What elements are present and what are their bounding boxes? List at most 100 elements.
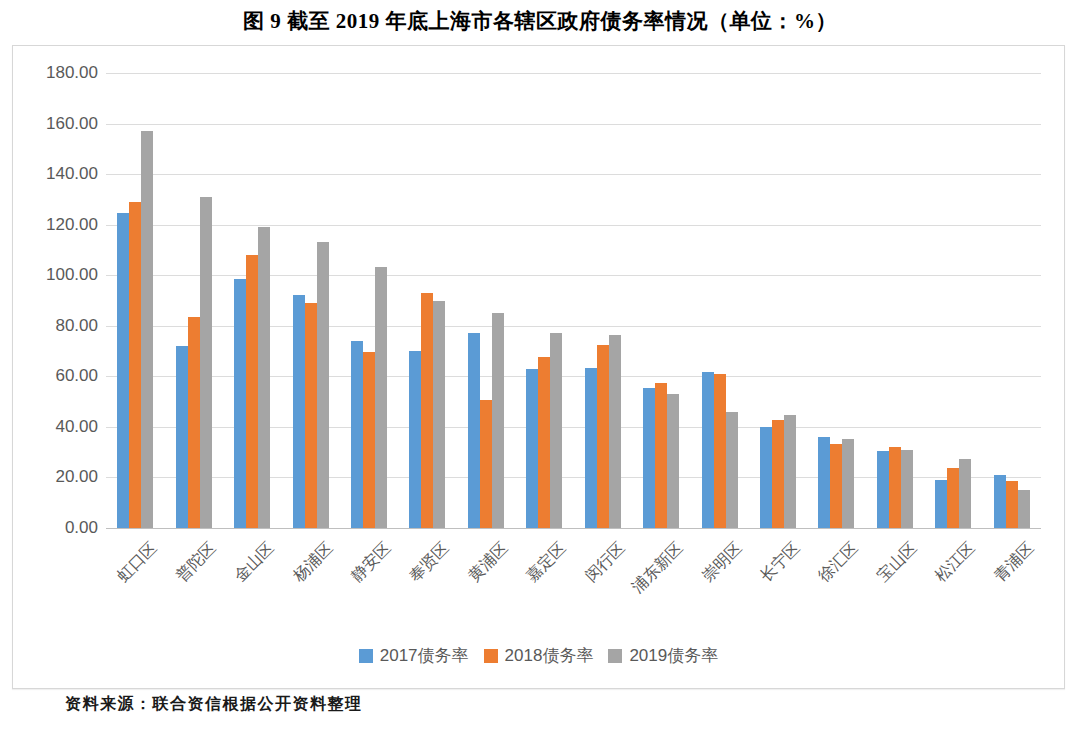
bar [433,301,445,529]
gridline [106,73,1041,74]
chart-legend: 2017债务率 2018债务率 2019债务率 [13,644,1064,667]
bar [994,475,1006,528]
x-axis-category-label: 崇明区 [698,538,747,587]
legend-label: 2019债务率 [629,644,718,667]
bar [889,447,901,528]
bar [141,131,153,528]
legend-swatch [484,649,498,663]
gridline [106,174,1041,175]
x-axis-category-label: 金山区 [230,538,279,587]
bar [117,213,129,528]
bar [959,459,971,528]
y-axis-tick-label: 180.00 [18,63,98,83]
y-axis-tick-label: 80.00 [18,316,98,336]
bar-group-徐汇区 [818,437,854,528]
bar-group-金山区 [234,227,270,528]
bar-group-青浦区 [994,475,1030,528]
bar [550,333,562,528]
legend-item: 2017债务率 [359,644,469,667]
x-axis-category-label: 松江区 [931,538,980,587]
bar-group-奉贤区 [409,293,445,528]
bar [947,468,959,528]
x-axis-category-label: 虹口区 [113,538,162,587]
bar [585,368,597,528]
bar [409,351,421,528]
x-axis-category-label: 徐汇区 [815,538,864,587]
x-axis-category-label: 普陀区 [172,538,221,587]
bar [468,333,480,528]
bar [760,427,772,528]
bar [772,420,784,528]
bar [702,372,714,528]
legend-label: 2018债务率 [505,644,594,667]
bar [480,400,492,528]
bar [877,451,889,528]
bar [421,293,433,528]
bar [597,345,609,528]
bar-group-黄浦区 [468,313,504,528]
bar-group-浦东新区 [643,383,679,528]
bar [830,444,842,528]
x-axis-category-label: 闵行区 [581,538,630,587]
x-axis-category-label: 黄浦区 [464,538,513,587]
y-axis-tick-label: 40.00 [18,417,98,437]
legend-label: 2017债务率 [380,644,469,667]
bar [363,352,375,528]
x-axis-category-label: 宝山区 [873,538,922,587]
bar [129,202,141,528]
x-axis-category-label: 长宁区 [756,538,805,587]
bar [1018,490,1030,528]
bar [714,374,726,528]
bar [492,313,504,528]
plot-area [106,73,1041,528]
bar-group-嘉定区 [526,333,562,528]
bar [258,227,270,528]
bar-group-虹口区 [117,131,153,528]
bar [200,197,212,528]
bar [351,341,363,528]
bar [293,295,305,528]
bar [818,437,830,528]
chart-container: 2017债务率2018债务率2019债务率 0.0020.0040.0060.0… [12,45,1065,689]
x-axis-category-label: 杨浦区 [289,538,338,587]
bar [784,415,796,528]
bar [246,255,258,529]
bar [935,480,947,528]
y-axis-tick-label: 0.00 [18,518,98,538]
bar-group-静安区 [351,267,387,528]
x-axis-category-label: 静安区 [347,538,396,587]
bar [643,388,655,528]
bar [176,346,188,529]
x-axis-category-label: 青浦区 [990,538,1039,587]
bar [188,317,200,528]
bar [726,412,738,528]
legend-swatch [608,649,622,663]
bar-group-长宁区 [760,415,796,528]
bar [1006,481,1018,528]
x-axis-line [106,528,1041,529]
bar-group-崇明区 [702,372,738,528]
gridline [106,124,1041,125]
bar-group-宝山区 [877,447,913,528]
legend-item: 2019债务率 [608,644,718,667]
y-axis-tick-label: 160.00 [18,114,98,134]
x-axis-category-label: 奉贤区 [405,538,454,587]
bar-group-普陀区 [176,197,212,528]
bar [538,357,550,528]
bar [655,383,667,528]
bar-group-松江区 [935,459,971,528]
legend-item: 2018债务率 [484,644,594,667]
bar [609,335,621,528]
legend-swatch [359,649,373,663]
bar [842,439,854,528]
y-axis-tick-label: 100.00 [18,265,98,285]
source-note: 资料来源：联合资信根据公开资料整理 [65,694,363,715]
bar [526,369,538,528]
figure-title: 图 9 截至 2019 年底上海市各辖区政府债务率情况（单位：%） [0,7,1080,35]
gridline [106,225,1041,226]
y-axis-tick-label: 60.00 [18,366,98,386]
bar [317,242,329,528]
bar [901,450,913,528]
x-axis-category-label: 嘉定区 [522,538,571,587]
x-axis-category-label: 浦东新区 [628,538,688,598]
